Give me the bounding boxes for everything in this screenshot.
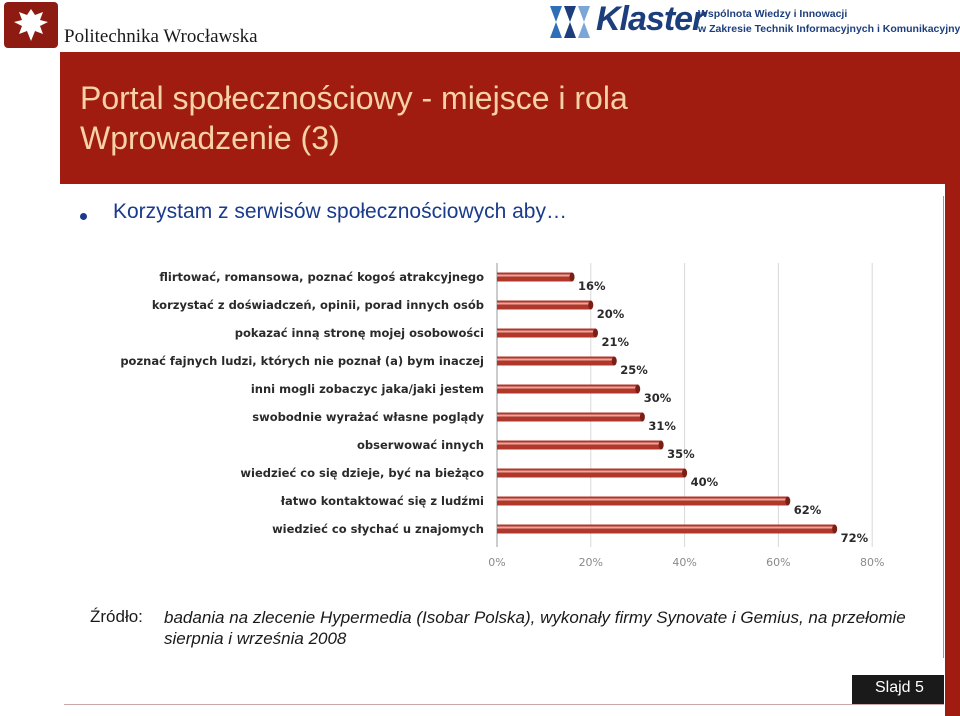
value-label: 20% xyxy=(597,307,625,321)
bar-highlight xyxy=(497,470,685,473)
bar xyxy=(497,440,662,450)
bar xyxy=(497,468,685,478)
x-tick-label: 20% xyxy=(579,556,603,569)
side-band xyxy=(945,184,960,716)
bar-end-cap xyxy=(588,300,594,310)
bar xyxy=(497,412,643,422)
value-label: 25% xyxy=(620,363,648,377)
category-label: poznać fajnych ludzi, których nie poznał… xyxy=(120,354,484,368)
x-tick-label: 0% xyxy=(488,556,505,569)
bar xyxy=(497,356,615,366)
klaster-tagline-2: w Zakresie Technik Informacyjnych i Komu… xyxy=(698,23,960,35)
bar-end-cap xyxy=(635,384,641,394)
bar xyxy=(497,300,591,310)
bar xyxy=(497,524,835,534)
source-text: badania na zlecenie Hypermedia (Isobar P… xyxy=(164,608,906,648)
bullet-text: Korzystam z serwisów społecznościowych a… xyxy=(113,200,567,223)
value-label: 31% xyxy=(648,419,676,433)
value-label: 21% xyxy=(601,335,629,349)
bar-end-cap xyxy=(569,272,575,282)
x-tick-label: 60% xyxy=(766,556,790,569)
bar-end-cap xyxy=(639,412,645,422)
category-label: swobodnie wyrażać własne poglądy xyxy=(252,410,484,424)
bar-highlight xyxy=(497,526,835,529)
bar-end-cap xyxy=(658,440,664,450)
category-label: wiedzieć co słychać u znajomych xyxy=(272,522,484,536)
bar-highlight xyxy=(497,442,662,445)
bar xyxy=(497,328,596,338)
bar-end-cap xyxy=(785,496,791,506)
bar-highlight xyxy=(497,386,638,389)
x-tick-label: 40% xyxy=(672,556,696,569)
university-name: Politechnika Wrocławska xyxy=(64,26,258,47)
header-bar: Politechnika Wrocławska Klaster Wspólnot… xyxy=(0,0,960,52)
klaster-tagline-1: Wspólnota Wiedzy i Innowacji xyxy=(698,8,848,20)
bar-end-cap xyxy=(611,356,617,366)
bar-highlight xyxy=(497,414,643,417)
category-label: obserwować innych xyxy=(357,438,484,452)
slide-number-box xyxy=(852,675,944,704)
bar-highlight xyxy=(497,498,788,501)
bar-highlight xyxy=(497,274,573,277)
right-divider xyxy=(943,196,944,658)
bar-highlight xyxy=(497,302,591,305)
category-label: inni mogli zobaczyc jaka/jaki jestem xyxy=(251,382,484,396)
bar-highlight xyxy=(497,358,615,361)
value-label: 72% xyxy=(841,531,869,545)
category-label: pokazać inną stronę mojej osobowości xyxy=(235,326,484,340)
slide-number: Slajd 5 xyxy=(875,679,924,696)
klaster-logo-text: Klaster xyxy=(596,0,705,38)
x-tick-label: 80% xyxy=(860,556,884,569)
klaster-logo-icon xyxy=(550,6,590,38)
value-label: 16% xyxy=(578,279,606,293)
bar-end-cap xyxy=(682,468,688,478)
bullet-icon xyxy=(80,213,87,220)
bar-highlight xyxy=(497,330,596,333)
category-label: korzystać z doświadczeń, opinii, porad i… xyxy=(152,298,484,312)
eagle-shield-icon xyxy=(4,2,58,48)
slide-title: Portal społecznościowy - miejsce i rola xyxy=(80,80,628,116)
category-label: wiedzieć co się dzieje, być na bieżąco xyxy=(240,466,484,480)
value-label: 62% xyxy=(794,503,822,517)
category-label: łatwo kontaktować się z ludźmi xyxy=(280,494,484,508)
value-label: 40% xyxy=(691,475,719,489)
source-label: Źródło: xyxy=(90,607,143,626)
bottom-divider xyxy=(64,704,944,705)
value-label: 35% xyxy=(667,447,695,461)
bar-end-cap xyxy=(592,328,598,338)
title-band xyxy=(60,52,960,184)
bar xyxy=(497,384,638,394)
bar xyxy=(497,496,788,506)
slide-subtitle: Wprowadzenie (3) xyxy=(80,120,340,156)
category-label: flirtować, romansowa, poznać kogoś atrak… xyxy=(159,270,484,284)
bar-end-cap xyxy=(832,524,838,534)
bar xyxy=(497,272,573,282)
value-label: 30% xyxy=(644,391,672,405)
